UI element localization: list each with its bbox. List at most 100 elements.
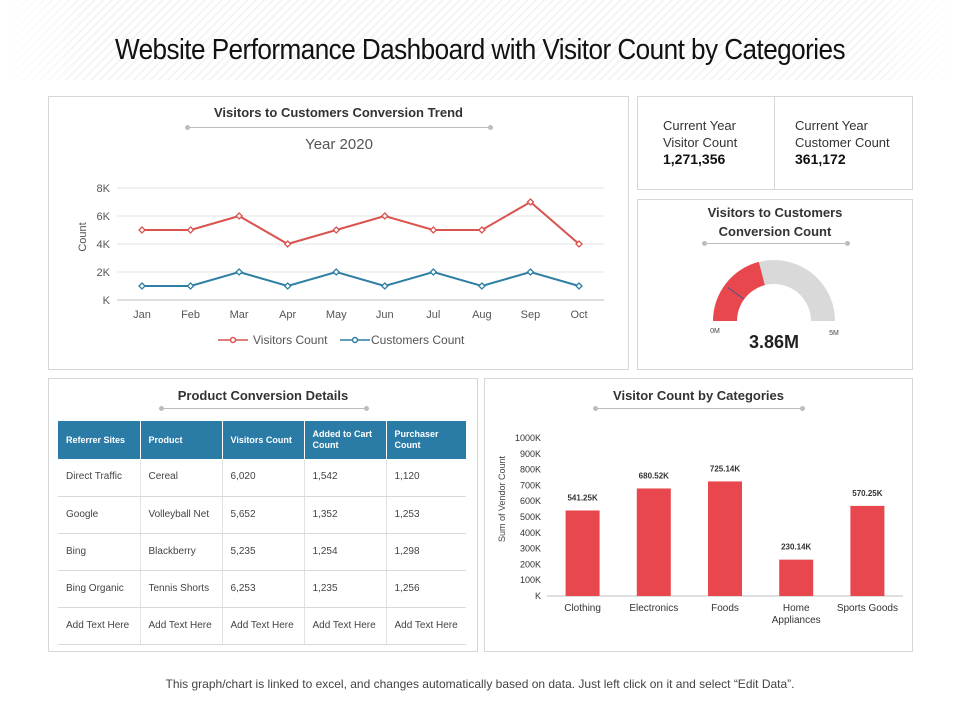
bar-data-label: 570.25K bbox=[852, 489, 882, 498]
table-cell: 1,256 bbox=[386, 570, 466, 608]
line-chart: Year 2020 Count K 2K 4K 6K 8K Jan Feb Mar Apr Ma… bbox=[77, 136, 604, 347]
kpi-visitor-value: 1,271,356 bbox=[663, 151, 726, 167]
table-row: Google Volleyball Net 5,652 1,352 1,253 bbox=[58, 496, 466, 534]
gauge-title-line-2: Conversion Count bbox=[718, 224, 832, 239]
bar-x-tick-label: Clothing bbox=[564, 603, 601, 614]
gauge-title-divider bbox=[702, 241, 850, 246]
bar bbox=[708, 481, 742, 596]
col-header-added-to-cart: Added to Cart Count bbox=[304, 421, 387, 459]
line-data-point bbox=[283, 282, 292, 290]
table-cell: 6,253 bbox=[222, 570, 305, 608]
table-header-row: Referrer Sites Product Visitors Count Ad… bbox=[58, 421, 466, 459]
line-data-point bbox=[283, 240, 292, 248]
table-cell: 1,298 bbox=[386, 533, 466, 571]
line-x-tick-label: Apr bbox=[279, 309, 296, 321]
kpi-visitor-label-2: Visitor Count bbox=[663, 135, 738, 150]
col-header-visitors: Visitors Count bbox=[222, 421, 305, 459]
table-cell: Add Text Here bbox=[386, 607, 466, 645]
bar-y-tick-label: 700K bbox=[520, 480, 541, 490]
bar-x-tick-label: Foods bbox=[711, 603, 739, 614]
line-x-tick-label: Jul bbox=[426, 309, 440, 321]
bar-x-tick-label: Electronics bbox=[629, 603, 678, 614]
gauge-min-label: 0M bbox=[710, 328, 720, 335]
table-cell: 5,652 bbox=[222, 496, 305, 534]
table-row: Add Text Here Add Text Here Add Text Her… bbox=[58, 607, 466, 645]
bar-x-tick-line: Clothing bbox=[564, 603, 601, 614]
table-cell: Google bbox=[58, 496, 141, 534]
line-x-tick-label: Mar bbox=[230, 309, 249, 321]
bar-data-label: 230.14K bbox=[781, 543, 811, 552]
series-line-0 bbox=[142, 200, 580, 246]
line-x-tick-label: Jun bbox=[376, 309, 394, 321]
line-data-point bbox=[138, 226, 146, 234]
line-data-point bbox=[526, 268, 535, 276]
bar-chart: Sum of Vendor Count K 100K 200K 300K 400K 500… bbox=[497, 433, 903, 626]
categories-panel: Visitor Count by Categories Sum of Vendo… bbox=[484, 378, 913, 652]
conversion-table: Referrer Sites Product Visitors Count Ad… bbox=[58, 421, 466, 645]
bar-y-tick-label: 300K bbox=[520, 544, 541, 554]
table-title-divider bbox=[159, 406, 369, 411]
bar bbox=[779, 559, 814, 596]
bar bbox=[565, 510, 600, 596]
line-y-tick-label: 8K bbox=[97, 183, 111, 195]
bar-data-label: 680.52K bbox=[639, 471, 669, 480]
line-data-point bbox=[138, 282, 146, 290]
bar-data-label: 541.25K bbox=[567, 493, 597, 502]
line-y-tick-label: 6K bbox=[97, 211, 111, 223]
table-cell: 1,542 bbox=[304, 459, 387, 497]
line-y-tick-label: K bbox=[103, 295, 111, 307]
bar-chart-ylabel: Sum of Vendor Count bbox=[497, 455, 507, 542]
table-cell: Add Text Here bbox=[140, 607, 223, 645]
table-row: Bing Blackberry 5,235 1,254 1,298 bbox=[58, 533, 466, 571]
gauge-needle bbox=[727, 287, 745, 300]
bar-y-tick-label: 500K bbox=[520, 512, 541, 522]
line-x-tick-label: Sep bbox=[521, 309, 541, 321]
kpi-customer-label-2: Customer Count bbox=[795, 135, 890, 150]
gauge-value: 3.86M bbox=[749, 332, 799, 352]
categories-title: Visitor Count by Categories bbox=[613, 388, 784, 403]
kpi-visitor-label-1: Current Year bbox=[663, 118, 736, 133]
table-cell: 1,352 bbox=[304, 496, 387, 534]
line-data-point bbox=[477, 226, 486, 234]
kpi-panel: Current Year Visitor Count 1,271,356 Cur… bbox=[637, 96, 913, 190]
line-x-tick-label: May bbox=[326, 309, 347, 321]
bar-y-tick-label: 1000K bbox=[515, 433, 541, 443]
bar-x-tick-label: Home Appliances bbox=[772, 603, 821, 626]
table-cell: Add Text Here bbox=[222, 607, 305, 645]
table-panel: Product Conversion Details Referrer Site… bbox=[48, 378, 478, 652]
table-cell: 5,235 bbox=[222, 533, 305, 571]
line-data-point bbox=[332, 226, 341, 234]
line-data-point bbox=[526, 198, 535, 206]
bar-y-tick-label: 400K bbox=[520, 528, 541, 538]
line-data-point bbox=[380, 282, 389, 290]
line-x-tick-label: Oct bbox=[570, 309, 587, 321]
table-cell: Add Text Here bbox=[304, 607, 387, 645]
legend-marker-customers bbox=[351, 336, 359, 344]
gauge-chart: 0M 5M 3.86M bbox=[710, 260, 839, 352]
line-data-point bbox=[477, 282, 486, 290]
kpi-visitor-count: Current Year Visitor Count 1,271,356 bbox=[663, 117, 737, 168]
line-data-point bbox=[235, 212, 244, 220]
bar-data-label: 725.14K bbox=[710, 464, 740, 473]
bar-x-tick-label: Sports Goods bbox=[837, 603, 898, 614]
bar-y-tick-label: 800K bbox=[520, 465, 541, 475]
table-cell: Tennis Shorts bbox=[140, 570, 223, 608]
line-data-point bbox=[235, 268, 244, 276]
gauge-max-label: 5M bbox=[829, 330, 839, 337]
bar-y-tick-label: 900K bbox=[520, 449, 541, 459]
bar-x-tick-line: Home bbox=[783, 603, 810, 614]
line-data-point bbox=[380, 212, 389, 220]
table-cell: 1,120 bbox=[386, 459, 466, 497]
categories-title-divider bbox=[593, 406, 805, 411]
table-cell: Bing bbox=[58, 533, 141, 571]
table-row: Direct Traffic Cereal 6,020 1,542 1,120 bbox=[58, 459, 466, 497]
bar bbox=[636, 488, 671, 596]
gauge-panel: Visitors to Customers Conversion Count 0… bbox=[637, 199, 913, 370]
line-y-tick-label: 4K bbox=[97, 239, 111, 251]
bar-x-tick-line: Foods bbox=[711, 603, 739, 614]
table-cell: Bing Organic bbox=[58, 570, 141, 608]
table-cell: Add Text Here bbox=[58, 607, 141, 645]
bar-x-tick-line: Sports Goods bbox=[837, 603, 898, 614]
legend-label-customers: Customers Count bbox=[371, 333, 465, 347]
trend-title: Visitors to Customers Conversion Trend bbox=[214, 105, 463, 120]
